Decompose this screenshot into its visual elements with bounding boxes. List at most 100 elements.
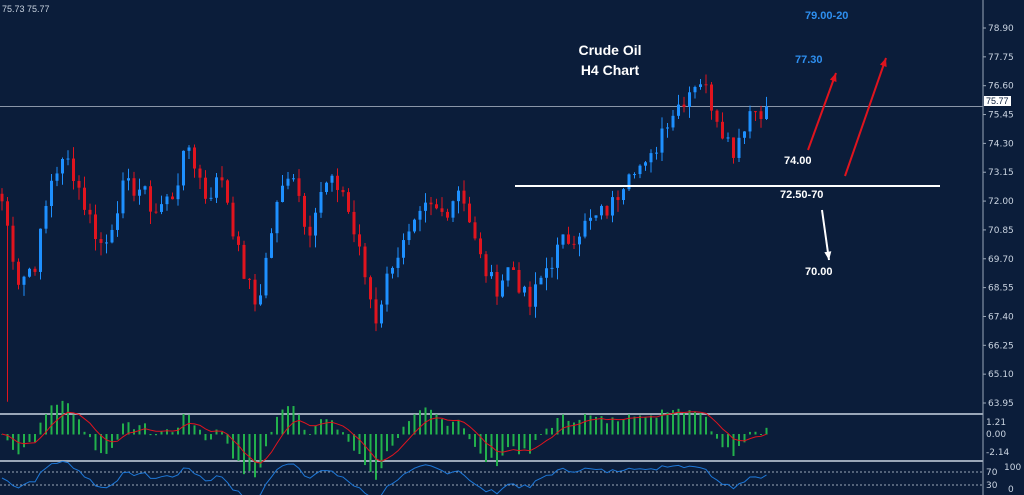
candle-body	[440, 208, 444, 212]
macd-histogram-bar	[391, 434, 394, 446]
macd-histogram-bar	[446, 425, 449, 435]
candle-body	[193, 147, 196, 169]
candle-body	[116, 213, 119, 230]
macd-histogram-bar	[452, 421, 454, 435]
level-label-79: 79.00-20	[805, 10, 849, 22]
candle-body	[737, 137, 741, 158]
macd-histogram-bar	[688, 410, 691, 435]
candle-body	[83, 187, 86, 210]
candle-body	[435, 204, 438, 209]
macd-tick-label: 1.21	[986, 418, 1006, 428]
macd-histogram-bar	[710, 431, 713, 435]
macd-histogram-bar	[89, 434, 91, 438]
macd-histogram-bar	[243, 434, 245, 475]
macd-histogram-bar	[265, 434, 267, 447]
macd-histogram-bar	[463, 428, 465, 435]
candle-body	[424, 202, 427, 211]
bullish-arrow-2-head	[879, 58, 887, 67]
macd-histogram-bar	[254, 434, 256, 478]
candle-body	[550, 267, 554, 269]
macd-histogram-bar	[556, 418, 559, 435]
candle-body	[138, 189, 141, 196]
candle-body	[479, 238, 482, 255]
macd-histogram-bar	[155, 434, 157, 436]
level-label-77-30: 77.30	[795, 54, 823, 66]
macd-histogram-bar	[683, 413, 685, 435]
macd-histogram-bar	[413, 414, 416, 435]
price-tick-label: 68.55	[988, 284, 1014, 294]
candle-body	[473, 222, 477, 239]
candle-body	[281, 185, 284, 202]
chart-subtitle: H4 Chart	[580, 62, 640, 78]
candle-body	[589, 217, 592, 221]
macd-histogram-bar	[622, 419, 625, 435]
price-tick-label: 67.40	[988, 312, 1014, 322]
candle-body	[446, 211, 449, 218]
candle-body	[605, 205, 609, 216]
candle-body	[402, 240, 405, 258]
candle-body	[721, 121, 724, 139]
price-tick-label: 78.90	[988, 24, 1014, 34]
macd-histogram-bar	[78, 419, 80, 435]
price-tick-label: 72.00	[988, 197, 1014, 207]
macd-histogram-bar	[199, 429, 201, 435]
candle-body	[352, 211, 356, 235]
candle-body	[726, 137, 730, 139]
candle-body	[336, 175, 339, 190]
macd-histogram-bar	[116, 434, 119, 440]
candle-body	[413, 219, 416, 232]
macd-histogram-bar	[364, 434, 366, 466]
candle-body	[105, 242, 108, 244]
macd-histogram-bar	[182, 414, 185, 435]
candle-body	[468, 203, 471, 223]
candle-body	[534, 284, 537, 307]
macd-histogram-bar	[358, 434, 361, 455]
candle-body	[671, 115, 675, 128]
macd-histogram-bar	[177, 427, 179, 435]
macd-histogram-bar	[331, 420, 333, 435]
candle-body	[358, 234, 361, 247]
candle-body	[666, 127, 669, 129]
candle-body	[616, 197, 620, 201]
candle-body	[765, 106, 768, 119]
bullish-arrow-2	[844, 57, 887, 177]
macd-histogram-bar	[292, 406, 295, 435]
macd-histogram-bar	[655, 417, 658, 435]
price-tick-label: 76.60	[988, 82, 1014, 92]
macd-histogram-bar	[518, 434, 520, 455]
candle-body	[303, 195, 306, 227]
candle-body	[171, 196, 174, 200]
macd-signal-line	[1, 411, 767, 464]
macd-histogram-bar	[567, 420, 570, 435]
macd-histogram-bar	[738, 434, 740, 446]
candle-body	[748, 111, 752, 132]
bullish-arrow-1-head	[829, 73, 837, 82]
candle-body	[418, 210, 422, 220]
candle-body	[55, 173, 59, 181]
price-tick-label: 77.75	[988, 53, 1014, 63]
macd-histogram-bar	[765, 427, 768, 435]
candle-body	[182, 150, 185, 186]
macd-histogram-bar	[122, 423, 124, 435]
macd-histogram-bar	[661, 409, 663, 435]
candle-body	[248, 278, 251, 280]
macd-histogram-bar	[347, 434, 350, 442]
macd-histogram-bar	[325, 419, 328, 435]
candle-body	[165, 196, 169, 205]
macd-histogram-bar	[617, 421, 619, 435]
macd-histogram-bar	[633, 416, 636, 435]
macd-histogram-bar	[578, 419, 581, 435]
candle-body	[567, 234, 570, 244]
candle-body	[644, 162, 647, 166]
macd-histogram-bar	[166, 429, 168, 435]
candle-body	[50, 180, 53, 206]
candle-body	[407, 231, 411, 241]
macd-histogram-bar	[523, 434, 526, 449]
candle-body	[627, 174, 631, 190]
macd-histogram-bar	[380, 434, 383, 469]
macd-histogram-bar	[754, 431, 757, 435]
macd-histogram-bar	[501, 434, 504, 456]
candle-body	[682, 104, 686, 107]
